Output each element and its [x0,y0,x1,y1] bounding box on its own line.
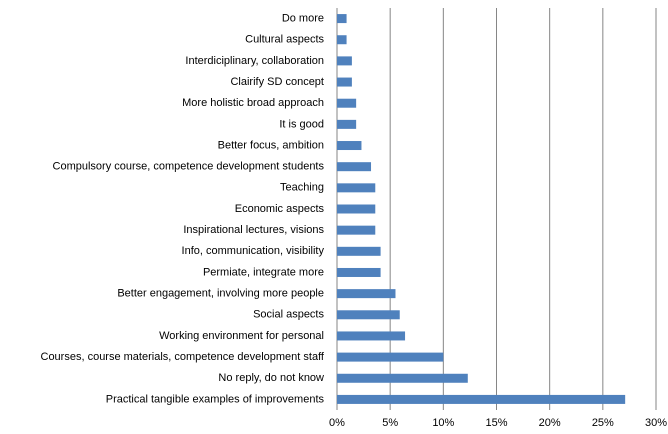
y-tick-label: No reply, do not know [218,372,324,384]
y-tick-label: Cultural aspects [245,34,324,46]
y-tick-label: It is good [279,118,324,130]
y-tick-label: Better focus, ambition [218,139,324,151]
x-tick-label: 10% [432,417,454,429]
bar [337,394,626,404]
x-tick-label: 0% [329,417,345,429]
bar [337,119,357,129]
bar [337,162,372,172]
bar [337,225,376,235]
x-tick-label: 20% [539,417,561,429]
bar [337,331,406,341]
y-tick-label: Social aspects [253,309,324,321]
x-tick-label: 30% [645,417,667,429]
y-tick-label: Working environment for personal [159,330,324,342]
bar [337,77,352,87]
bar [337,289,396,299]
bar [337,183,376,193]
y-tick-label: Practical tangible examples of improveme… [106,393,325,405]
bar [337,14,347,24]
y-tick-label: Clairify SD concept [230,76,324,88]
y-tick-label: Courses, course materials, competence de… [41,351,325,363]
y-tick-label: Do more [282,12,324,24]
bar [337,98,357,108]
y-tick-label: Inspirational lectures, visions [183,224,324,236]
bar [337,246,381,256]
bar [337,352,444,362]
x-tick-label: 15% [485,417,507,429]
y-tick-label: More holistic broad approach [182,97,324,109]
y-tick-label: Permiate, integrate more [203,266,324,278]
bar [337,204,376,214]
bar [337,56,352,66]
y-tick-label: Compulsory course, competence developmen… [53,161,325,173]
y-tick-label: Info, communication, visibility [182,245,325,257]
bar [337,141,362,151]
y-tick-label: Better engagement, involving more people [117,288,324,300]
bar [337,373,468,383]
x-tick-label: 5% [382,417,398,429]
y-tick-label: Teaching [280,182,324,194]
x-tick-label: 25% [592,417,614,429]
y-tick-label: Economic aspects [235,203,325,215]
y-tick-label: Interdiciplinary, collaboration [185,55,324,67]
bar [337,267,381,277]
bar [337,35,347,45]
bar [337,310,400,320]
